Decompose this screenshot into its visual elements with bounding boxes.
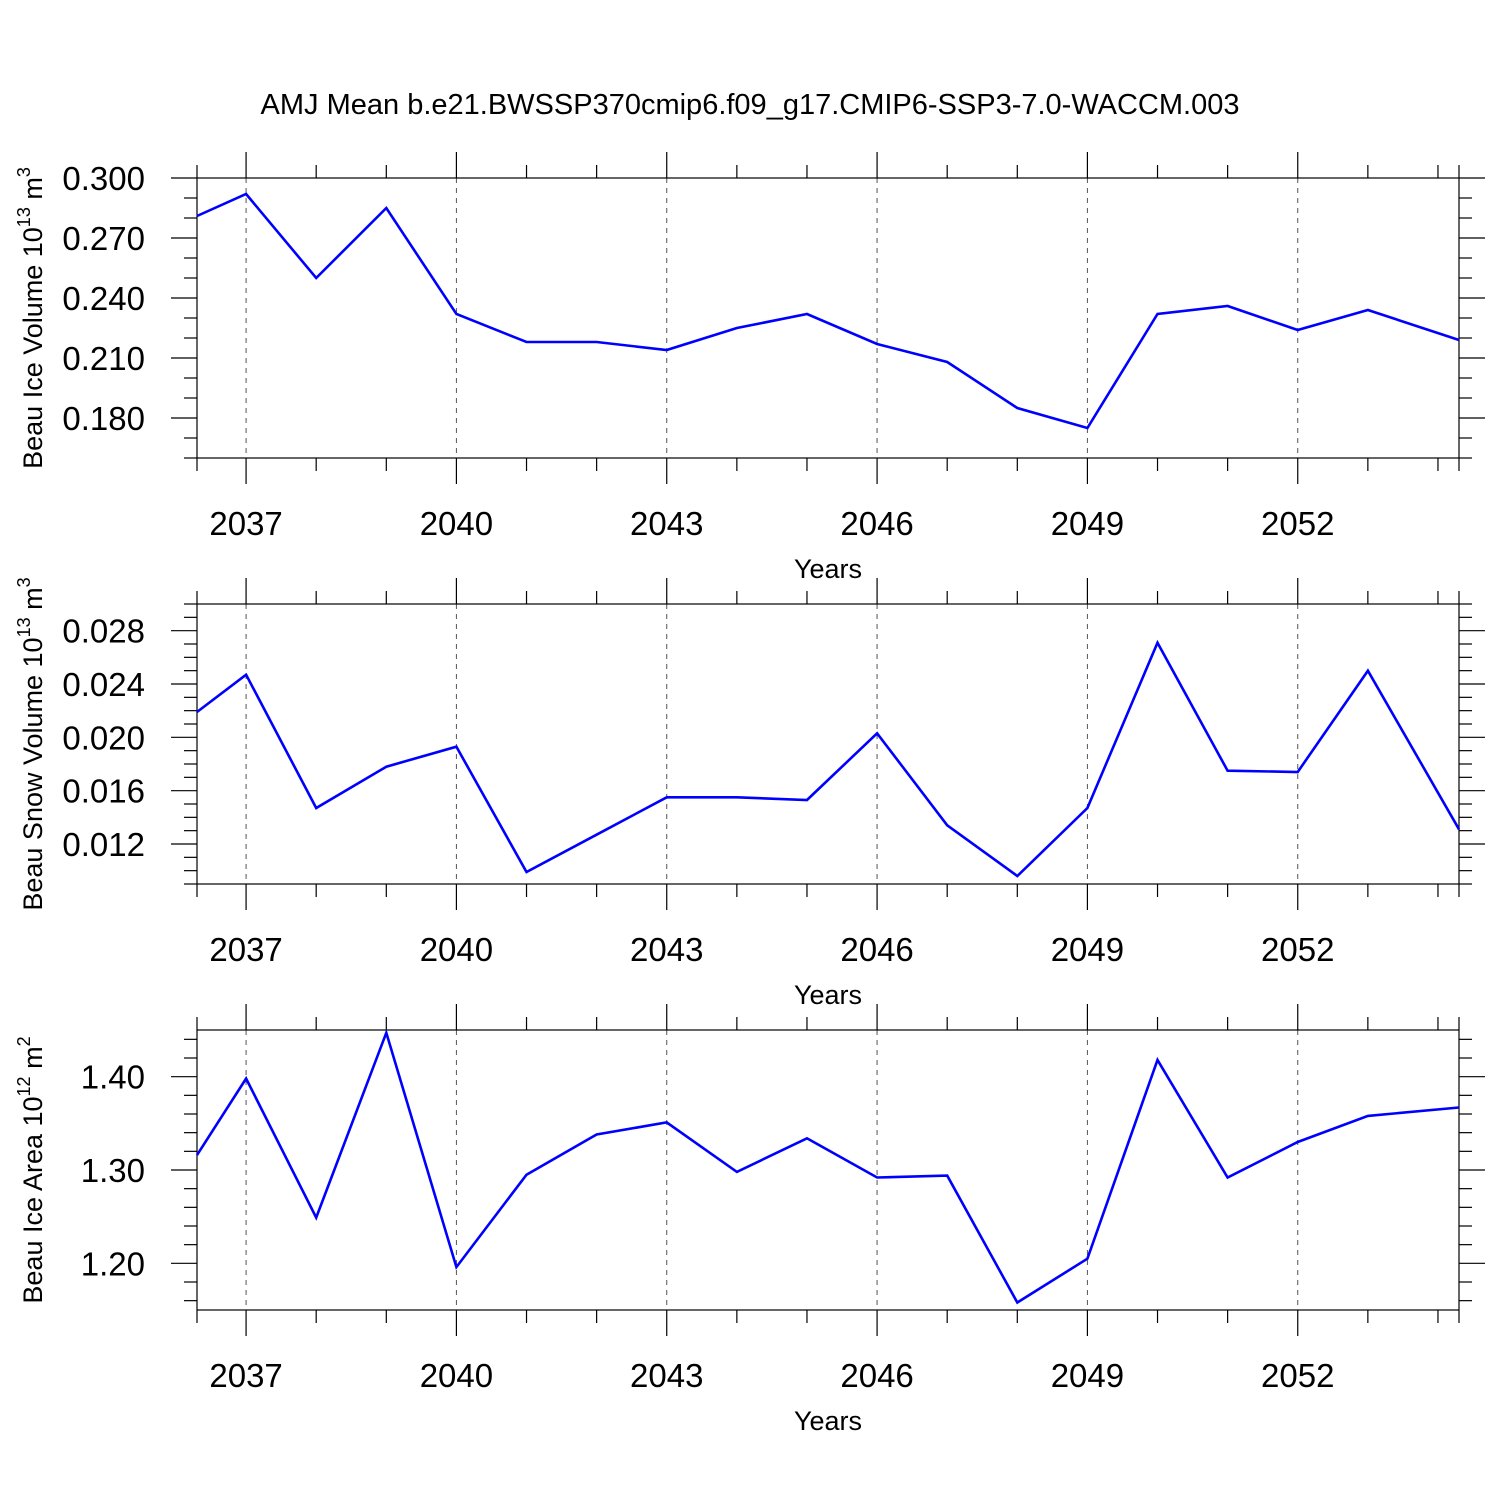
x-tick-label: 2043 <box>630 505 703 542</box>
series-line <box>196 639 1461 878</box>
x-tick-label: 2040 <box>420 931 493 968</box>
y-tick-label: 1.30 <box>81 1152 145 1189</box>
plot-frame <box>196 603 1460 885</box>
x-tick-label: 2037 <box>209 931 282 968</box>
y-tick-label: 0.012 <box>62 826 145 863</box>
x-tick-label: 2049 <box>1051 505 1124 542</box>
plot-frame <box>196 1029 1460 1311</box>
y-axis-label-unit: m <box>18 1046 48 1076</box>
x-axis-label: Years <box>794 1406 862 1436</box>
y-axis-label: Beau Ice Area 1012 m2 <box>14 1036 48 1303</box>
y-tick-label: 0.180 <box>62 400 145 437</box>
y-tick-label: 0.210 <box>62 340 145 377</box>
series-line <box>195 1028 1460 1305</box>
y-tick-label: 1.40 <box>81 1059 145 1096</box>
x-tick-label: 2049 <box>1051 931 1124 968</box>
x-axis-label: Years <box>794 980 862 1010</box>
y-axis-label-text: Beau Ice Volume 10 <box>18 227 48 469</box>
y-axis-label-unit: m <box>18 587 48 617</box>
series-line <box>196 192 1460 430</box>
x-tick-label: 2052 <box>1261 1357 1334 1394</box>
x-tick-label: 2052 <box>1261 931 1334 968</box>
y-axis-label-text: Beau Ice Area 10 <box>18 1096 48 1303</box>
y-axis-label: Beau Ice Volume 1013 m3 <box>14 167 48 469</box>
y-axis-label-unit-exponent: 3 <box>14 167 34 177</box>
y-axis-label-unit-exponent: 3 <box>14 577 34 587</box>
y-axis-label-exponent: 13 <box>14 617 34 637</box>
x-axis-label: Years <box>794 554 862 584</box>
x-tick-label: 2043 <box>630 931 703 968</box>
x-tick-label: 2049 <box>1051 1357 1124 1394</box>
x-tick-label: 2046 <box>840 931 913 968</box>
chart-title: AMJ Mean b.e21.BWSSP370cmip6.f09_g17.CMI… <box>261 89 1240 121</box>
y-tick-label: 0.024 <box>62 666 145 703</box>
y-axis-label: Beau Snow Volume 1013 m3 <box>14 577 48 910</box>
y-tick-label: 0.020 <box>62 719 145 756</box>
y-axis-label-unit-exponent: 2 <box>14 1036 34 1046</box>
x-tick-label: 2037 <box>209 1357 282 1394</box>
y-tick-label: 0.300 <box>62 160 145 197</box>
y-axis-label-exponent: 13 <box>14 207 34 227</box>
x-tick-label: 2046 <box>840 505 913 542</box>
y-axis-label-exponent: 12 <box>14 1076 34 1096</box>
y-axis-label-unit: m <box>18 177 48 207</box>
y-tick-label: 0.028 <box>62 613 145 650</box>
y-tick-label: 0.016 <box>62 773 145 810</box>
y-tick-label: 0.270 <box>62 220 145 257</box>
x-tick-label: 2052 <box>1261 505 1334 542</box>
panel-1: 2037 2040 2043 2046 2049 2052 Years 0.180 0.210 0… <box>14 152 1485 584</box>
x-tick-label: 2043 <box>630 1357 703 1394</box>
panel-3: 2037 2040 2043 2046 2049 2052 Years 1.20 1.30 1.4… <box>14 1004 1485 1436</box>
x-tick-label: 2040 <box>420 1357 493 1394</box>
x-tick-label: 2037 <box>209 505 282 542</box>
x-tick-label: 2046 <box>840 1357 913 1394</box>
y-tick-label: 0.240 <box>62 280 145 317</box>
x-tick-label: 2040 <box>420 505 493 542</box>
panel-2: 2037 2040 2043 2046 2049 2052 Years 0.012 0.016 0… <box>14 577 1485 1010</box>
plot-frame <box>196 177 1460 459</box>
y-tick-label: 1.20 <box>81 1245 145 1282</box>
y-axis-label-text: Beau Snow Volume 10 <box>18 637 48 910</box>
